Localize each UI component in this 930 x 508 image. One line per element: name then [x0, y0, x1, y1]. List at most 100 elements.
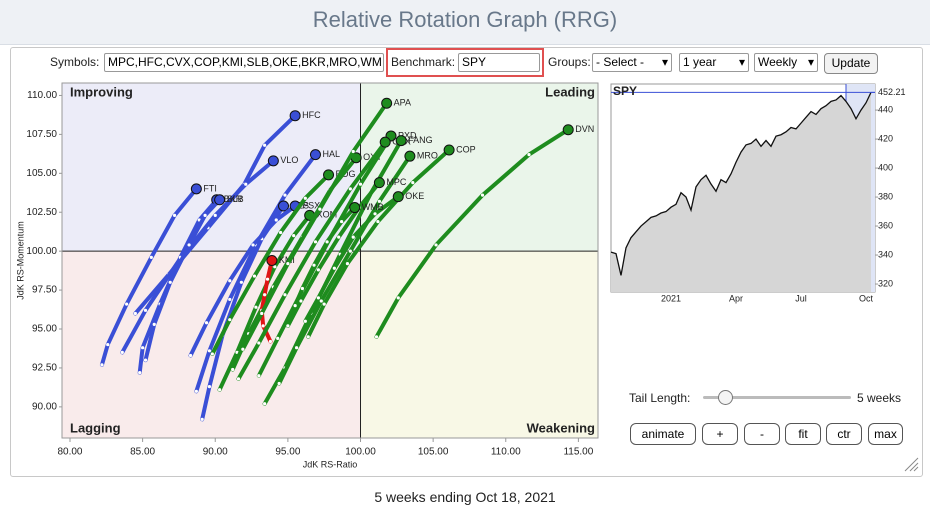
- groups-select[interactable]: - Select -: [592, 53, 672, 72]
- update-button[interactable]: Update: [824, 53, 878, 74]
- tail-point: [228, 297, 232, 302]
- tail-point: [303, 196, 307, 200]
- tail: [188, 204, 298, 358]
- slider-track: [703, 396, 851, 399]
- minus-button[interactable]: -: [744, 423, 780, 445]
- head: [309, 149, 321, 161]
- head: [267, 155, 279, 167]
- tail-point: [251, 243, 255, 247]
- tail-point: [527, 153, 531, 157]
- tail-point: [434, 243, 438, 247]
- y-tick-label: 97.50: [32, 285, 57, 296]
- tail-point: [340, 219, 344, 224]
- tail-point: [254, 305, 258, 309]
- y-tick-label: 400: [878, 162, 893, 172]
- y-tick-label: 105.00: [26, 168, 57, 179]
- tail-point: [143, 358, 148, 362]
- tail-point: [351, 149, 355, 154]
- x-tick-label: 80.00: [57, 447, 82, 458]
- tail-point: [319, 299, 323, 303]
- head: [214, 194, 226, 206]
- head: [289, 110, 301, 122]
- max-button[interactable]: max: [868, 423, 903, 445]
- x-tick-label: 115.00: [563, 447, 593, 458]
- tail: [143, 197, 222, 363]
- head: [392, 191, 404, 203]
- tail: [194, 152, 318, 394]
- symbol-label: VLO: [280, 155, 298, 165]
- tail-point: [318, 207, 322, 211]
- symbol-label: KMI: [279, 255, 295, 265]
- tail-point: [228, 318, 232, 322]
- tail-point: [396, 296, 400, 300]
- tail-point: [294, 346, 299, 350]
- tail: [236, 140, 388, 381]
- plot-frame: [61, 82, 599, 439]
- x-tick-label: 85.00: [130, 447, 155, 458]
- tail-point: [263, 293, 267, 297]
- fit-button[interactable]: fit: [785, 423, 821, 445]
- tail-point: [168, 280, 172, 284]
- x-tick-label: 95.00: [275, 447, 300, 458]
- y-tick-label: 340: [878, 249, 893, 259]
- y-tick-label: 380: [878, 191, 893, 201]
- tail-point: [239, 280, 243, 284]
- tail-point: [325, 240, 329, 244]
- tail: [99, 186, 199, 367]
- y-tick-label: 92.50: [32, 363, 57, 374]
- y-tick-label: 360: [878, 220, 893, 230]
- animate-button[interactable]: animate: [630, 423, 696, 445]
- symbol-label: HFC: [302, 110, 321, 120]
- tail: [374, 127, 571, 339]
- tail-point: [274, 218, 278, 222]
- tail-point: [337, 235, 341, 239]
- ctr-button[interactable]: ctr: [826, 423, 862, 445]
- tail-point: [207, 385, 212, 389]
- tail-point: [348, 249, 352, 253]
- tail-point: [106, 342, 110, 347]
- tail-point: [377, 199, 381, 203]
- tail-point: [358, 182, 363, 186]
- y-tick-label: 107.50: [26, 129, 57, 140]
- tail-point: [268, 339, 273, 344]
- frequency-select[interactable]: Weekly: [754, 53, 818, 72]
- tail: [259, 258, 274, 344]
- inset-title: SPY: [613, 84, 637, 98]
- benchmark-input[interactable]: SPY: [458, 53, 540, 72]
- tail-point: [261, 324, 265, 328]
- symbols-input[interactable]: MPC,HFC,CVX,COP,KMI,SLB,OKE,BKR,MRO,WM: [104, 53, 384, 72]
- tail-point: [188, 353, 193, 358]
- tail: [120, 158, 276, 355]
- tail-point: [231, 367, 235, 372]
- tail-point: [265, 277, 270, 281]
- symbol-label: XOM: [317, 210, 338, 220]
- plus-button[interactable]: +: [702, 423, 738, 445]
- y-tick-label: 100.00: [26, 246, 57, 257]
- x-tick-label: 100.00: [345, 447, 376, 458]
- y-tick-label: 440: [878, 104, 893, 114]
- x-tick-label: 110.00: [491, 447, 521, 458]
- x-axis-title: JdK RS-Ratio: [303, 459, 358, 469]
- tail-length-value: 5 weeks: [857, 391, 902, 405]
- panel: [10, 47, 923, 477]
- resize-grip: [909, 462, 919, 472]
- tail-point: [194, 389, 198, 393]
- resize-grip: [913, 466, 919, 472]
- period-select[interactable]: 1 year: [679, 53, 749, 72]
- tail-point: [172, 213, 177, 217]
- benchmark-highlight: [386, 48, 544, 77]
- tail-point: [143, 308, 148, 312]
- y-tick-label: 320: [878, 278, 893, 288]
- tail-point: [125, 302, 129, 306]
- tail-point: [292, 233, 296, 238]
- tail-point: [257, 341, 261, 345]
- slider-thumb[interactable]: [718, 390, 733, 405]
- price-area: [611, 92, 871, 292]
- head: [278, 200, 290, 212]
- tail-length-label: Tail Length:: [629, 391, 691, 405]
- last-value-label: 452.21: [878, 87, 906, 97]
- tail-point: [141, 346, 145, 350]
- benchmark-label: Benchmark:: [391, 55, 456, 69]
- tail-point: [313, 240, 318, 244]
